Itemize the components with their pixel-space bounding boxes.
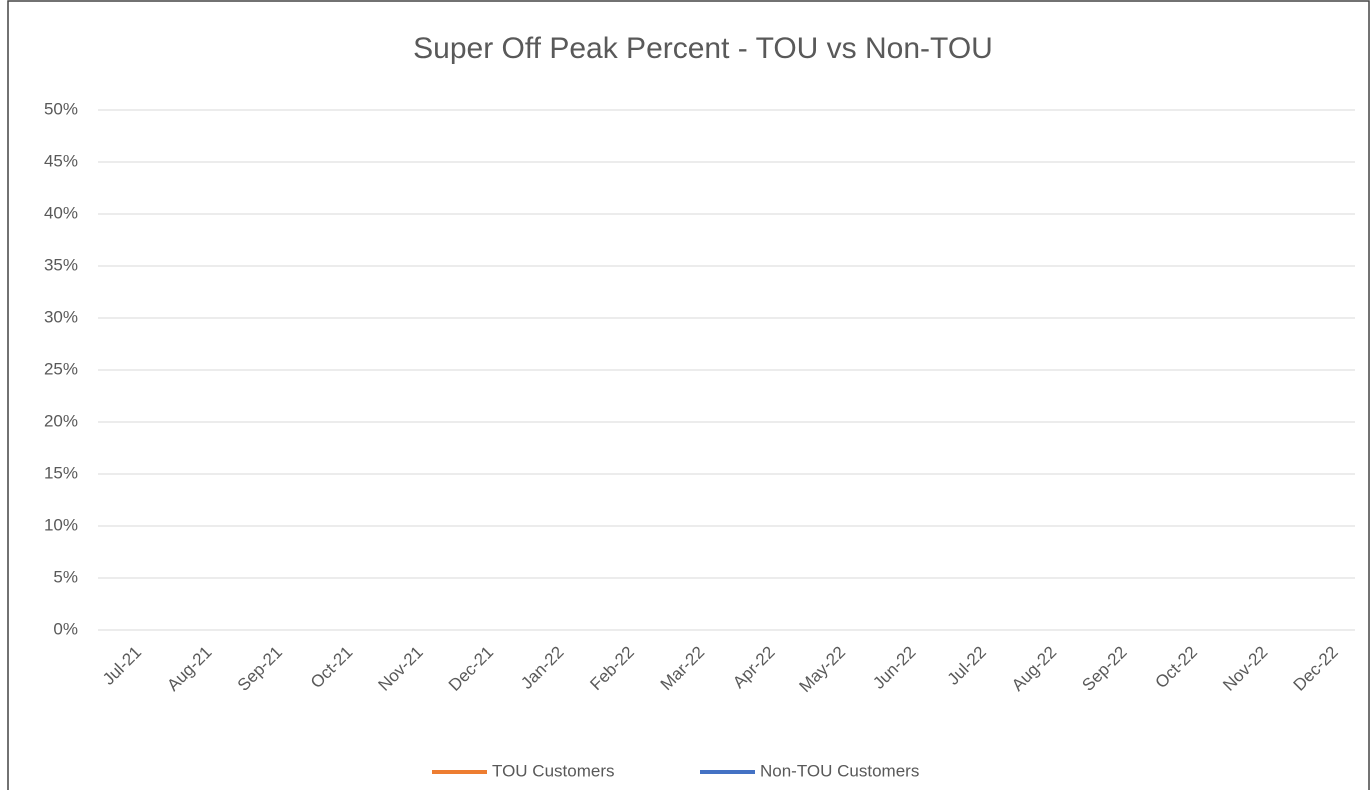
y-tick-label: 15% xyxy=(44,463,78,482)
y-tick-label: 30% xyxy=(44,307,78,326)
y-tick-label: 5% xyxy=(53,567,78,586)
y-tick-label: 0% xyxy=(53,619,78,638)
y-tick-label: 50% xyxy=(44,99,78,118)
y-tick-label: 25% xyxy=(44,359,78,378)
legend-label: Non-TOU Customers xyxy=(760,761,919,780)
y-tick-label: 20% xyxy=(44,411,78,430)
y-tick-label: 40% xyxy=(44,203,78,222)
y-tick-label: 10% xyxy=(44,515,78,534)
legend-label: TOU Customers xyxy=(492,761,615,780)
chart-border xyxy=(7,0,1370,790)
chart-title: Super Off Peak Percent - TOU vs Non-TOU xyxy=(413,32,993,65)
y-tick-label: 35% xyxy=(44,255,78,274)
y-tick-label: 45% xyxy=(44,151,78,170)
